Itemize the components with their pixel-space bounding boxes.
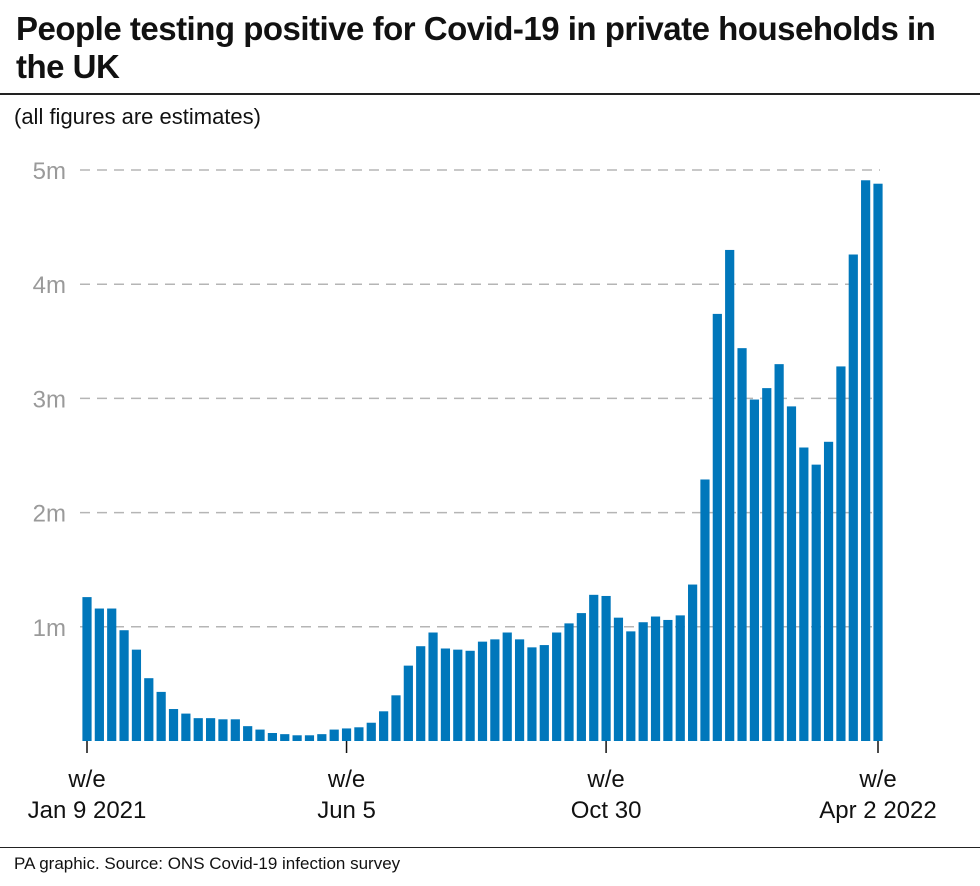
y-tick-label: 2m	[33, 501, 66, 528]
bar	[144, 678, 154, 741]
chart-title: People testing positive for Covid-19 in …	[16, 10, 936, 85]
footer-rule	[0, 847, 980, 848]
x-tick-label: Jun 5	[317, 797, 376, 824]
bar	[552, 632, 562, 741]
y-tick-label: 5m	[33, 158, 66, 185]
bar	[205, 718, 216, 741]
x-tick-label: Apr 2 2022	[819, 797, 936, 824]
bar	[317, 734, 327, 741]
bar	[465, 650, 475, 741]
bar	[354, 727, 364, 741]
x-tick-label: Oct 30	[571, 797, 642, 824]
bar	[836, 366, 846, 741]
bar	[737, 348, 747, 741]
bar	[712, 313, 722, 741]
bar	[848, 254, 858, 741]
bar	[626, 631, 636, 741]
bar	[218, 719, 228, 741]
bar	[725, 249, 735, 741]
bar	[230, 719, 240, 741]
bar	[255, 729, 265, 741]
x-tick-label: w/e	[858, 766, 896, 793]
bar	[156, 691, 166, 741]
bar	[514, 639, 525, 741]
bar	[94, 608, 104, 741]
bar	[440, 648, 451, 741]
bar	[688, 584, 698, 741]
source-note: PA graphic. Source: ONS Covid-19 infecti…	[14, 854, 401, 873]
bar	[416, 646, 426, 741]
bar	[391, 695, 401, 741]
bar	[107, 608, 117, 741]
bar	[341, 728, 352, 741]
bar	[181, 713, 191, 741]
bar	[428, 632, 438, 741]
bar	[638, 622, 648, 741]
y-tick-label: 1m	[33, 615, 66, 642]
bar	[799, 447, 809, 741]
x-tick-label: w/e	[586, 766, 624, 793]
bar	[453, 649, 463, 741]
bar	[119, 630, 129, 741]
bar	[304, 735, 315, 741]
bar	[650, 616, 661, 741]
bar	[589, 594, 599, 741]
chart-subtitle: (all figures are estimates)	[14, 104, 261, 129]
bar	[403, 665, 413, 741]
bar	[243, 726, 253, 741]
y-tick-label: 4m	[33, 272, 66, 299]
bar	[490, 639, 500, 741]
bar	[527, 647, 537, 741]
bar	[477, 641, 488, 741]
bar	[267, 733, 277, 741]
title-rule	[0, 93, 980, 95]
bar	[749, 399, 760, 741]
bar	[873, 183, 883, 742]
x-tick-label: w/e	[67, 766, 105, 793]
bar	[564, 623, 574, 741]
bar	[366, 722, 376, 741]
bar	[539, 645, 549, 741]
y-tick-label: 3m	[33, 386, 66, 413]
bar	[811, 464, 821, 741]
x-tick-label: Jan 9 2021	[28, 797, 147, 824]
bar	[823, 441, 834, 741]
bar	[762, 388, 772, 741]
bar	[861, 180, 871, 741]
bar	[168, 709, 179, 741]
bar	[663, 619, 673, 741]
bar	[280, 734, 290, 741]
bar	[774, 364, 784, 741]
bar	[786, 406, 797, 741]
bar	[379, 711, 389, 741]
bar	[329, 729, 339, 741]
bar	[193, 718, 203, 741]
bar	[82, 597, 92, 741]
bar	[613, 617, 624, 741]
bar	[502, 632, 512, 741]
bar	[131, 649, 142, 741]
bar	[700, 479, 710, 741]
x-tick-label: w/e	[327, 766, 365, 793]
bar	[675, 615, 685, 741]
bar	[601, 595, 611, 741]
bar	[292, 735, 302, 741]
bar	[576, 613, 586, 741]
